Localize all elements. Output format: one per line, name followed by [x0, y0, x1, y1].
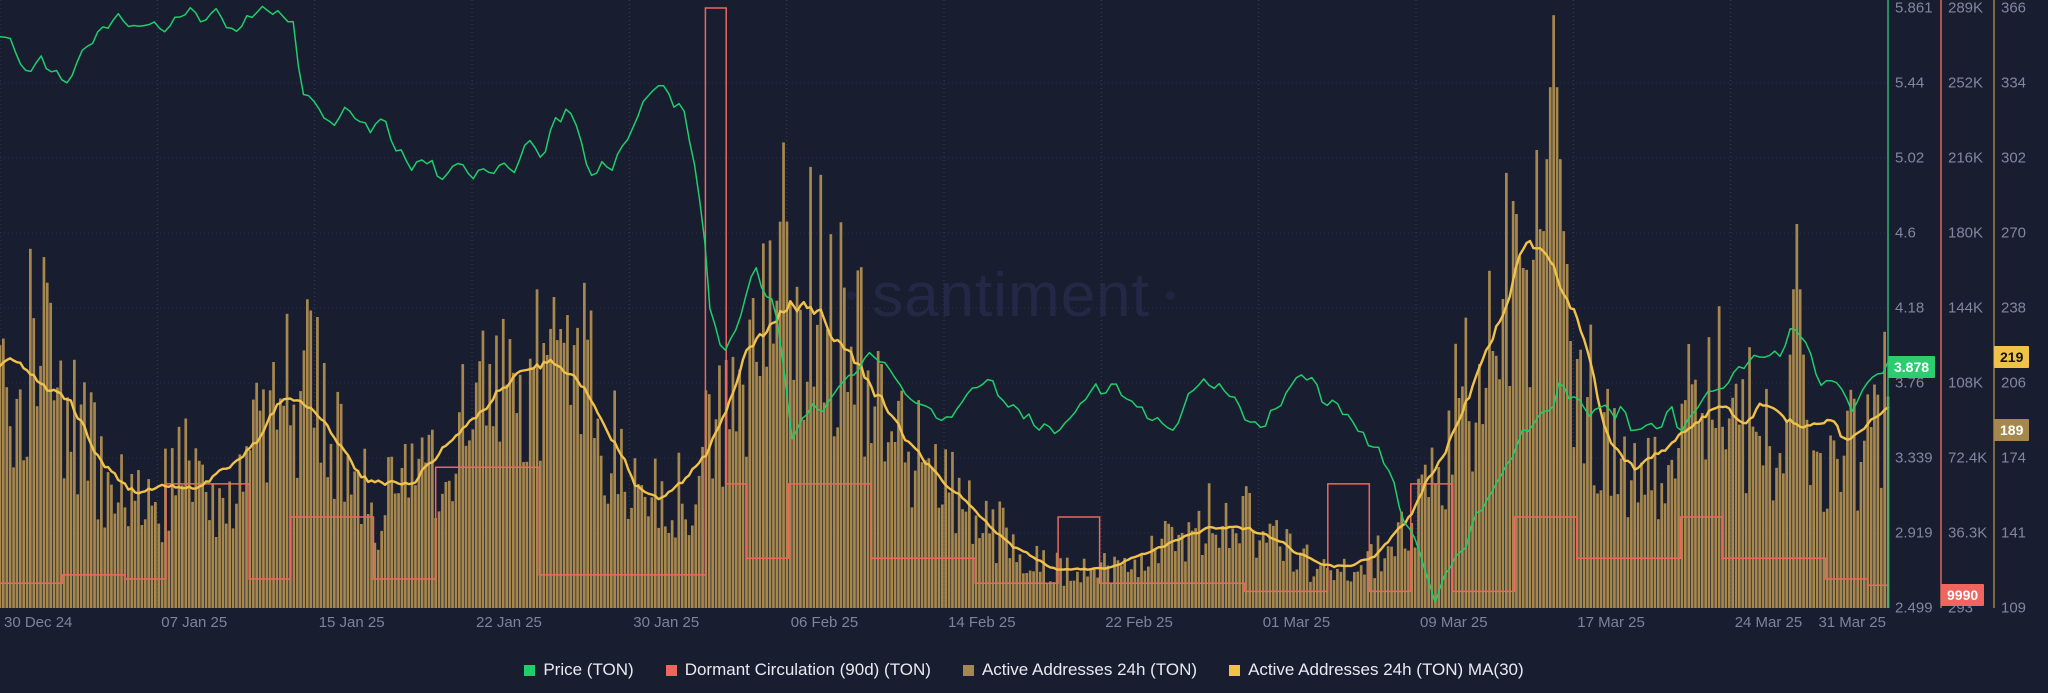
svg-text:14 Feb 25: 14 Feb 25	[948, 614, 1016, 631]
svg-text:22 Jan 25: 22 Jan 25	[476, 614, 542, 631]
svg-text:09 Mar 25: 09 Mar 25	[1420, 614, 1488, 631]
svg-text:17 Mar 25: 17 Mar 25	[1577, 614, 1645, 631]
svg-text:22 Feb 25: 22 Feb 25	[1105, 614, 1173, 631]
svg-text:01 Mar 25: 01 Mar 25	[1263, 614, 1331, 631]
svg-text:07 Jan 25: 07 Jan 25	[161, 614, 227, 631]
svg-text:24 Mar 25: 24 Mar 25	[1735, 614, 1803, 631]
svg-text:31 Mar 25: 31 Mar 25	[1818, 614, 1886, 631]
svg-text:15 Jan 25: 15 Jan 25	[319, 614, 385, 631]
svg-text:30 Dec 24: 30 Dec 24	[4, 614, 72, 631]
svg-text:30 Jan 25: 30 Jan 25	[633, 614, 699, 631]
svg-text:06 Feb 25: 06 Feb 25	[791, 614, 859, 631]
